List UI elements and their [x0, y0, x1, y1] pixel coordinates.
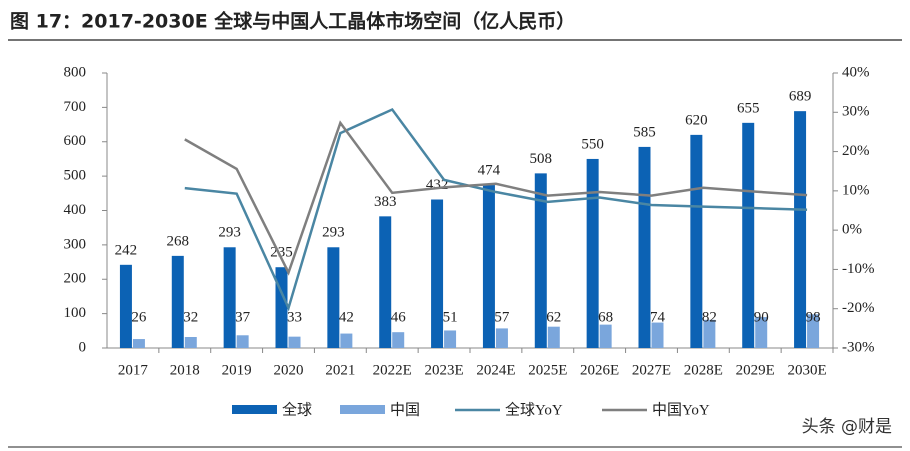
- bar: [586, 158, 599, 348]
- bar: [379, 216, 392, 348]
- line-series: [184, 120, 808, 276]
- data-label: 268: [167, 233, 190, 249]
- bar: [275, 267, 288, 348]
- bar: [742, 122, 755, 348]
- y-tick-label: 300: [64, 236, 87, 252]
- watermark: 头条 @财是: [802, 417, 892, 437]
- x-tick-label: 2025E: [528, 362, 567, 378]
- data-label: 26: [131, 309, 147, 325]
- data-label: 620: [685, 112, 708, 128]
- data-label: 383: [374, 194, 397, 210]
- bar: [119, 264, 132, 348]
- bar: [703, 319, 716, 348]
- y2-tick-label: 30%: [842, 104, 870, 120]
- y-tick-label: 500: [64, 168, 87, 184]
- x-tick-label: 2018: [170, 362, 200, 378]
- data-label: 82: [702, 309, 717, 325]
- legend-label: 全球: [282, 400, 312, 418]
- data-label: 474: [478, 163, 501, 179]
- bar: [755, 317, 768, 348]
- data-label: 98: [806, 309, 821, 325]
- data-label: 508: [530, 151, 553, 167]
- legend-label: 全球YoY: [505, 400, 563, 418]
- data-label: 550: [581, 136, 604, 152]
- data-label: 51: [443, 309, 458, 325]
- bar: [534, 173, 547, 348]
- y-tick-label: 0: [79, 339, 87, 355]
- x-tick-label: 2020: [274, 362, 304, 378]
- y2-tick-label: -30%: [842, 339, 875, 355]
- bar: [327, 247, 340, 348]
- bar: [482, 185, 495, 348]
- data-label: 57: [494, 309, 510, 325]
- y-tick-label: 600: [64, 133, 87, 149]
- bar: [184, 337, 197, 348]
- bar: [236, 335, 249, 348]
- bar: [171, 255, 184, 348]
- legend-label: 中国: [390, 401, 420, 418]
- data-label: 42: [339, 309, 354, 325]
- y-tick-label: 400: [64, 202, 87, 218]
- y-tick-label: 700: [64, 99, 87, 115]
- data-label: 242: [115, 242, 138, 258]
- data-label: 655: [737, 100, 760, 116]
- bar: [431, 199, 444, 348]
- data-label: 293: [218, 225, 241, 241]
- x-tick-label: 2029E: [736, 362, 775, 378]
- y-tick-label: 100: [64, 305, 87, 321]
- bar: [340, 333, 353, 348]
- bar: [223, 247, 236, 348]
- x-tick-label: 2023E: [424, 362, 463, 378]
- bar: [288, 336, 301, 348]
- x-tick-label: 2019: [222, 362, 252, 378]
- x-tick-label: 2021: [325, 362, 355, 378]
- bar: [651, 322, 664, 348]
- y2-tick-label: -20%: [842, 300, 875, 316]
- data-label: 33: [287, 309, 302, 325]
- data-label: 62: [546, 309, 561, 325]
- x-tick-label: 2026E: [580, 362, 619, 378]
- data-label: 32: [183, 309, 198, 325]
- bar: [392, 332, 405, 348]
- data-label: 46: [391, 309, 407, 325]
- data-label: 90: [754, 309, 769, 325]
- bar: [495, 328, 508, 348]
- y2-tick-label: 20%: [842, 143, 870, 159]
- legend-swatch: [232, 405, 277, 414]
- bar: [547, 326, 560, 348]
- bar: [690, 134, 703, 348]
- bar: [638, 146, 651, 348]
- y-tick-label: 200: [64, 271, 87, 287]
- data-label: 37: [235, 309, 251, 325]
- legend-label: 中国YoY: [652, 401, 710, 418]
- bar: [807, 314, 820, 348]
- legend-swatch: [340, 405, 385, 414]
- data-label: 74: [650, 309, 666, 325]
- y2-tick-label: -10%: [842, 261, 875, 277]
- y2-tick-label: 10%: [842, 182, 870, 198]
- data-label: 293: [322, 225, 345, 241]
- bar: [794, 111, 807, 348]
- x-tick-label: 2028E: [684, 362, 723, 378]
- x-tick-label: 2027E: [632, 362, 671, 378]
- bar: [444, 330, 457, 348]
- data-label: 585: [633, 124, 656, 140]
- x-tick-label: 2017: [118, 362, 149, 378]
- y-tick-label: 800: [64, 64, 87, 80]
- x-tick-label: 2024E: [476, 362, 515, 378]
- x-tick-label: 2030E: [787, 362, 826, 378]
- x-tick-label: 2022E: [373, 362, 412, 378]
- y2-tick-label: 40%: [842, 64, 870, 80]
- data-label: 689: [789, 89, 812, 105]
- y2-tick-label: 0%: [842, 222, 862, 238]
- data-label: 68: [598, 309, 613, 325]
- chart-title: 图 17：2017-2030E 全球与中国人工晶体市场空间（亿人民币）: [10, 10, 575, 33]
- bar: [599, 324, 612, 348]
- bar: [132, 339, 145, 348]
- line-series: [184, 107, 808, 312]
